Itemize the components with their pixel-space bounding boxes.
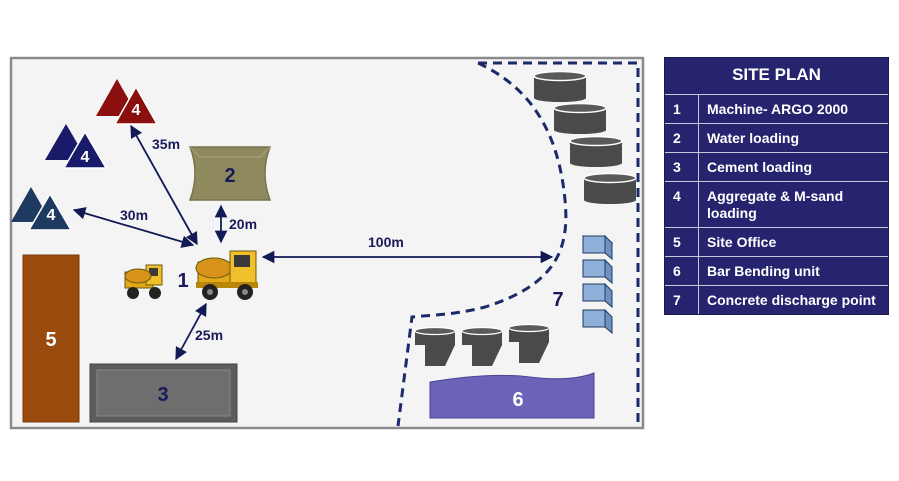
legend-number: 4 bbox=[665, 182, 699, 227]
legend-row: 7 Concrete discharge point bbox=[665, 286, 888, 314]
legend-row: 1 Machine- ARGO 2000 bbox=[665, 95, 888, 124]
legend-row: 6 Bar Bending unit bbox=[665, 257, 888, 286]
bar-bending-unit: 6 bbox=[429, 372, 595, 419]
legend-number: 3 bbox=[665, 153, 699, 181]
hopper-2 bbox=[461, 326, 503, 366]
discharge-box-1 bbox=[581, 234, 614, 261]
discharge-box-3 bbox=[582, 282, 613, 309]
discharge-label: 7 bbox=[552, 289, 563, 311]
legend-label: Water loading bbox=[707, 130, 800, 146]
legend-number: 7 bbox=[665, 286, 699, 314]
tank-2 bbox=[553, 102, 607, 134]
legend-number: 2 bbox=[665, 124, 699, 152]
discharge-box-4 bbox=[582, 308, 613, 335]
legend-row: 2 Water loading bbox=[665, 124, 888, 153]
distance-label-water: 20m bbox=[229, 216, 257, 232]
water-loading: 2 bbox=[188, 146, 272, 201]
legend-title: SITE PLAN bbox=[665, 58, 888, 95]
hopper-1 bbox=[414, 326, 456, 366]
aggregate-pile-mid: 4 bbox=[45, 124, 108, 169]
site-plan-legend: SITE PLAN 1 Machine- ARGO 2000 2 Water l… bbox=[664, 57, 889, 315]
aggregate-label-top: 4 bbox=[132, 102, 141, 119]
distance-label-aggregate-left: 30m bbox=[120, 207, 148, 223]
legend-label: Machine- ARGO 2000 bbox=[707, 101, 849, 117]
legend-row: 5 Site Office bbox=[665, 228, 888, 257]
legend-label: Concrete discharge point bbox=[707, 292, 876, 308]
legend-label: Site Office bbox=[707, 234, 777, 250]
cement-label: 3 bbox=[157, 384, 168, 406]
aggregate-label-left: 4 bbox=[47, 207, 56, 224]
distance-label-cement: 25m bbox=[195, 327, 223, 343]
distance-label-discharge: 100m bbox=[368, 234, 404, 250]
discharge-box-2 bbox=[582, 258, 613, 285]
legend-number: 6 bbox=[665, 257, 699, 285]
legend-row: 3 Cement loading bbox=[665, 153, 888, 182]
discharge-zone-edge bbox=[478, 61, 640, 424]
tank-1 bbox=[533, 70, 587, 102]
aggregate-label-mid: 4 bbox=[81, 149, 90, 166]
distance-label-aggregate-top: 35m bbox=[152, 136, 180, 152]
legend-number: 1 bbox=[665, 95, 699, 123]
machine-argo-small bbox=[124, 264, 163, 299]
legend-label: Bar Bending unit bbox=[707, 263, 820, 279]
cement-loading: 3 bbox=[89, 363, 238, 423]
legend-label: Aggregate & M-sand loading bbox=[707, 188, 844, 221]
office-label: 5 bbox=[45, 329, 56, 351]
discharge-zone-curve bbox=[396, 61, 568, 427]
hopper-3 bbox=[508, 323, 550, 363]
tank-3 bbox=[569, 135, 623, 167]
distance-arrow-cement bbox=[175, 302, 207, 361]
water-label: 2 bbox=[224, 165, 235, 187]
bar-bending-label: 6 bbox=[512, 389, 523, 411]
distance-arrow-aggregate-left bbox=[72, 207, 195, 248]
aggregate-pile-left: 4 bbox=[11, 187, 73, 231]
machine-label: 1 bbox=[177, 270, 188, 292]
legend-label: Cement loading bbox=[707, 159, 813, 175]
aggregate-pile-top: 4 bbox=[96, 79, 159, 125]
site-office: 5 bbox=[22, 254, 80, 423]
legend-number: 5 bbox=[665, 228, 699, 256]
machine-argo-main bbox=[195, 250, 258, 300]
legend-row: 4 Aggregate & M-sand loading bbox=[665, 182, 888, 228]
tank-4 bbox=[583, 172, 637, 204]
